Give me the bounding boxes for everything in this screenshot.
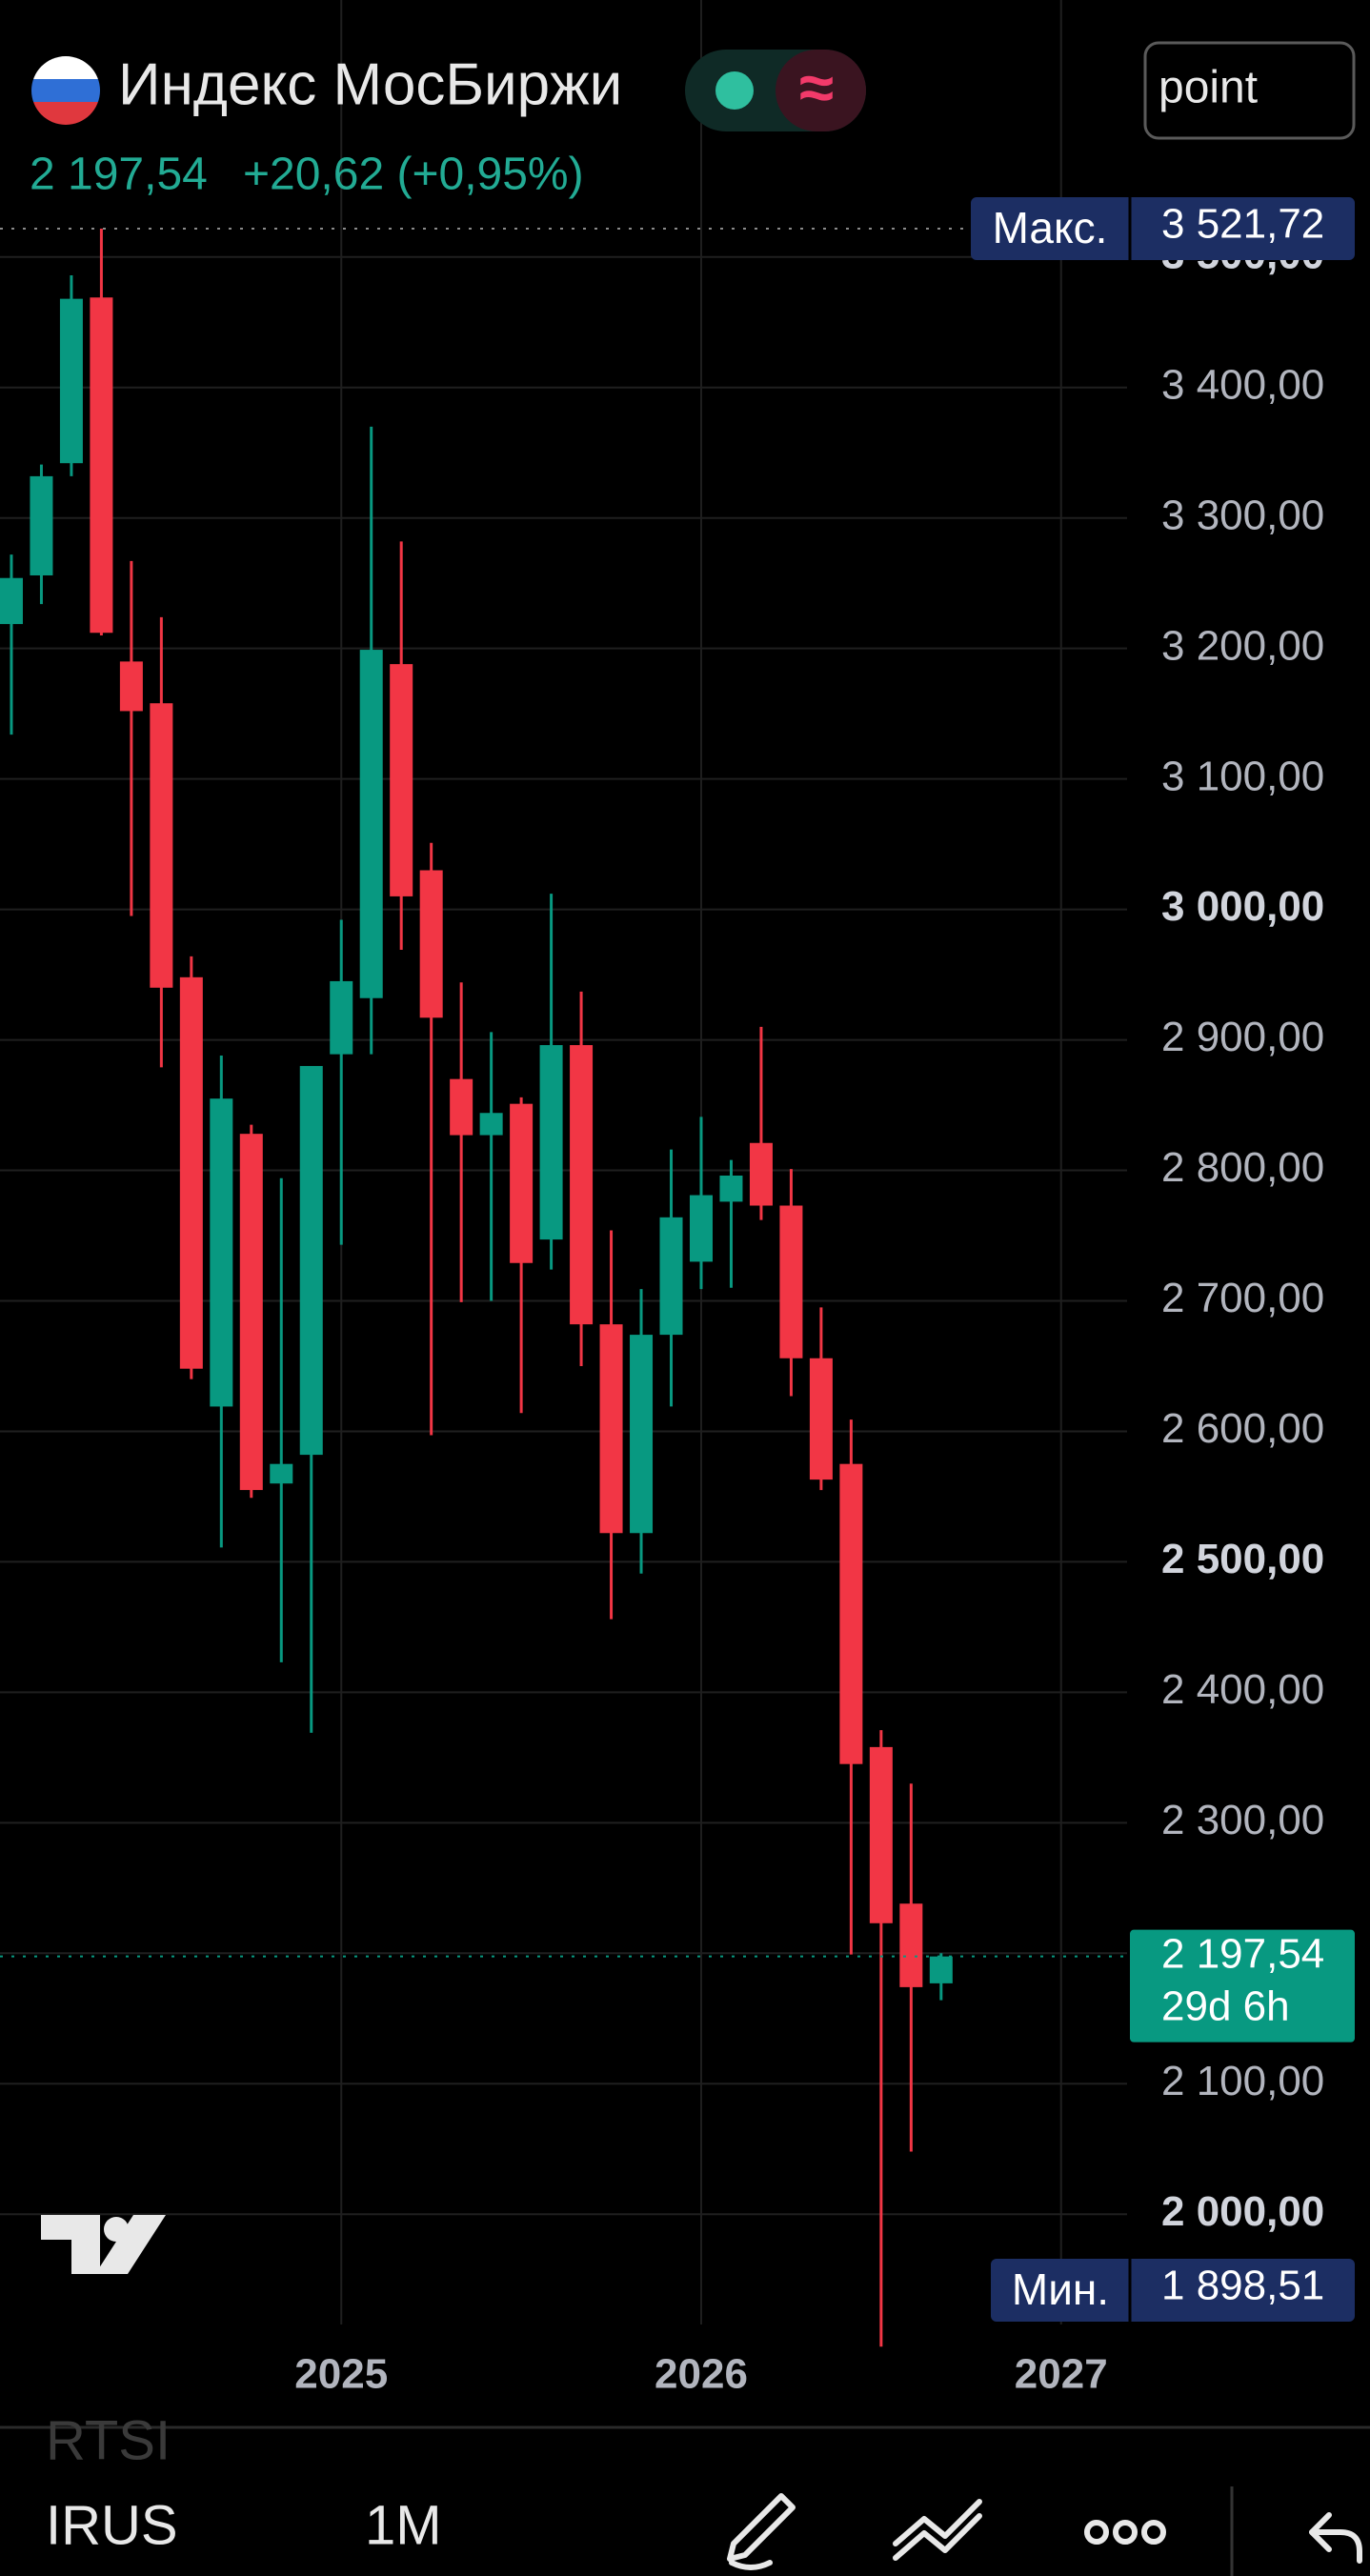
- candle-body: [359, 650, 383, 998]
- candle-body: [839, 1463, 863, 1764]
- max-label-caption: Макс.: [993, 203, 1108, 252]
- y-tick-label: 2 000,00: [1161, 2188, 1324, 2235]
- y-tick-label: 2 300,00: [1161, 1797, 1324, 1843]
- y-tick-label: 2 900,00: [1161, 1014, 1324, 1060]
- candle-body: [150, 703, 173, 988]
- y-tick-label: 2 600,00: [1161, 1405, 1324, 1452]
- y-tick-label: 3 400,00: [1161, 361, 1324, 408]
- overlay: Макс. 3 521,72 2 197,54 29d 6h Мин. 1 898,51: [0, 197, 1355, 2322]
- last-price-value: 2 197,54: [1161, 1930, 1324, 1977]
- candle-body: [390, 664, 413, 896]
- x-tick-label: 2025: [294, 2351, 388, 2398]
- candle-body: [899, 1903, 923, 1987]
- max-label-value: 3 521,72: [1161, 201, 1324, 248]
- candle-body: [450, 1078, 473, 1136]
- y-tick-label: 2 500,00: [1161, 1536, 1324, 1582]
- flag: [31, 56, 100, 125]
- last-price-box: [1130, 1929, 1355, 2043]
- mode-input-text: point: [1158, 63, 1258, 113]
- footer-symbol[interactable]: IRUS: [46, 2494, 178, 2556]
- candle-body: [0, 577, 23, 625]
- y-tick-label: 3 100,00: [1161, 753, 1324, 799]
- candle-body: [30, 475, 53, 575]
- candle-body: [599, 1324, 623, 1534]
- min-label-box: [991, 2259, 1355, 2322]
- candle-body: [210, 1098, 233, 1407]
- candle-body: [689, 1195, 713, 1262]
- candle-body: [59, 298, 83, 464]
- toggle-dot: [715, 71, 754, 110]
- y-tick-label: 3 000,00: [1161, 883, 1324, 930]
- y-tick-label: 3 200,00: [1161, 622, 1324, 669]
- candle-body: [719, 1176, 743, 1202]
- min-label-value: 1 898,51: [1161, 2263, 1324, 2309]
- candle-body: [119, 661, 143, 712]
- candle-body: [630, 1335, 654, 1534]
- symbol-title: Индекс МосБиржи: [118, 51, 622, 117]
- candle-body: [869, 1746, 893, 1923]
- candle-body: [659, 1217, 683, 1336]
- max-label-box: [971, 197, 1355, 261]
- x-tick-label: 2027: [1015, 2351, 1108, 2398]
- footer-interval[interactable]: 1M: [365, 2494, 442, 2556]
- y-tick-label: 2 400,00: [1161, 1666, 1324, 1713]
- y-tick-label: 2 700,00: [1161, 1275, 1324, 1321]
- candle-body: [749, 1142, 773, 1206]
- candle-body: [330, 980, 353, 1055]
- price-change: +20,62 (+0,95%): [243, 150, 584, 200]
- toggle-icon: ≈: [799, 51, 834, 122]
- tv-logo: [41, 2215, 166, 2274]
- back-button[interactable]: [1309, 2512, 1362, 2564]
- candle-body: [570, 1045, 594, 1325]
- x-tick-label: 2026: [655, 2351, 748, 2398]
- draw-tool[interactable]: [727, 2493, 796, 2570]
- candle-body: [179, 976, 203, 1369]
- candle-body: [929, 1956, 953, 1983]
- y-tick-label: 2 100,00: [1161, 2058, 1324, 2104]
- min-label-caption: Мин.: [1012, 2264, 1109, 2314]
- candle-body: [419, 870, 443, 1018]
- indicator-tool[interactable]: [893, 2499, 982, 2561]
- more-menu[interactable]: [1084, 2520, 1166, 2545]
- candle-body: [779, 1205, 803, 1358]
- y-tick-label: 3 300,00: [1161, 492, 1324, 538]
- y-tick-label: 2 800,00: [1161, 1144, 1324, 1191]
- price: 2 197,54: [30, 150, 208, 200]
- candle-body: [809, 1358, 833, 1480]
- candle-body: [479, 1113, 503, 1136]
- mode-input[interactable]: [1143, 41, 1356, 140]
- footer-faded-symbol: RTSI: [46, 2409, 171, 2471]
- candle-body: [299, 1065, 323, 1456]
- candle-body: [510, 1103, 534, 1263]
- candle-body: [270, 1463, 293, 1484]
- last-price-countdown: 29d 6h: [1161, 1982, 1290, 2029]
- candle-body: [90, 297, 113, 634]
- candle-body: [539, 1045, 563, 1240]
- candle-body: [239, 1134, 263, 1491]
- mode-toggle-right: [776, 50, 866, 131]
